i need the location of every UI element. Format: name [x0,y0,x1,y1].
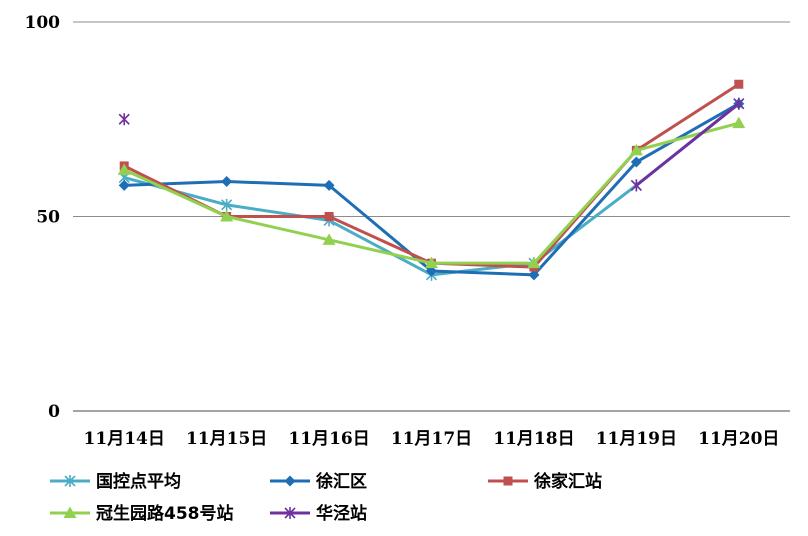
data-point [220,210,234,222]
legend-item: 徐家汇站 [488,471,602,492]
series-line [123,102,740,277]
legend-item: 冠生园路458号站 [50,503,234,524]
series-group [117,116,746,269]
series-group [118,98,745,281]
legend-item: 徐汇区 [270,471,367,492]
legend-marker [503,476,513,486]
series-group [118,97,745,281]
data-point [732,116,746,129]
data-point [527,256,541,269]
legend-label: 华泾站 [316,503,367,524]
data-point [733,97,745,110]
x-tick-label: 11月14日 [84,429,165,449]
data-point [629,143,643,156]
legend-marker [284,475,296,487]
data-point [426,265,437,277]
legend-marker [64,475,76,487]
legend-label: 冠生园路458号站 [96,503,234,524]
data-point [324,212,334,221]
gridlines [73,21,790,412]
data-point [221,198,233,211]
legend-label: 国控点平均 [96,471,181,492]
data-point [117,163,131,175]
data-point [734,79,744,89]
series-line [124,102,740,277]
x-axis-ticks: 11月14日 11月15日 11月16日 11月17日 11月18日 11月19日 11月2… [84,429,780,449]
legend-label: 徐汇区 [315,471,367,492]
x-tick-label: 11月17日 [391,429,472,449]
data-point [630,179,642,192]
data-point [323,179,335,191]
x-tick-label: 11月19日 [596,429,677,449]
x-tick-label: 11月20日 [698,429,779,449]
data-point [425,256,438,269]
y-tick-label: 100 [25,13,61,33]
x-tick-label: 11月18日 [493,429,574,449]
legend-item: 国控点平均 [50,471,181,492]
data-point [118,179,130,191]
y-axis-ticks: 0 50 100 [25,13,61,422]
y-tick-label: 50 [36,208,60,228]
series-group [118,97,745,192]
x-tick-label: 11月16日 [288,429,369,449]
legend-marker [284,507,296,519]
data-point [221,175,233,187]
y-tick-label: 0 [48,402,60,422]
legend-item: 华泾站 [270,503,367,524]
series-line [635,102,740,187]
legend-label: 徐家汇站 [533,471,602,492]
data-point [118,113,130,126]
data-point [322,233,336,245]
legend-marker [63,506,77,518]
x-tick-label: 11月15日 [186,429,267,449]
series-lines [117,79,746,281]
data-point [528,269,540,281]
data-point [630,156,642,168]
